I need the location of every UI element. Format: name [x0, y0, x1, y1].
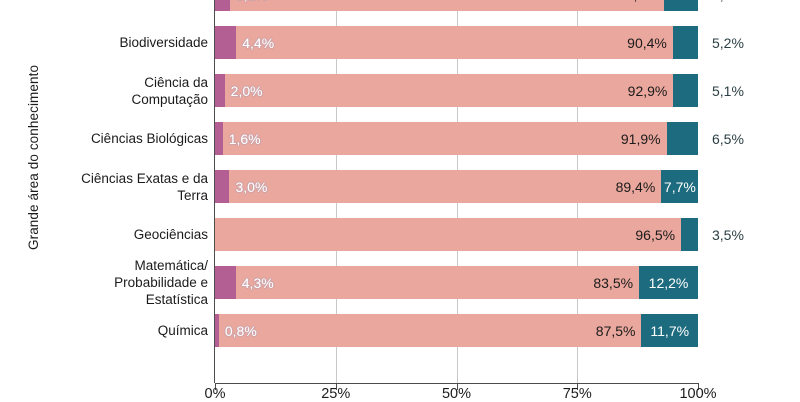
x-axis-tick-mark [698, 384, 699, 390]
segment-c-value-label: 5,1% [712, 82, 744, 99]
segment-c-value-label: 12,2% [648, 274, 689, 291]
segment-a-value-label: 3,0% [235, 178, 268, 195]
y-axis-tick-label-line: Probabilidade e [114, 275, 208, 290]
x-axis-tick-label: 25% [321, 386, 351, 402]
y-axis-tick-label: Química [43, 314, 208, 347]
bar-row: 4,4% 90,4% 5,2% [215, 26, 744, 59]
segment-a-value-label: 3,1% [236, 0, 268, 2]
x-axis-tick-label: 50% [441, 386, 472, 402]
y-axis-tick-label-line: Astronomia/ Física [96, 0, 208, 3]
bar-segment-a[interactable] [215, 122, 223, 155]
bar-segment-a[interactable] [215, 0, 230, 11]
segment-a-value-label: 0,8% [224, 322, 257, 339]
bar-segment-a[interactable] [215, 26, 237, 59]
bar-segment-c[interactable]: 7,7% [661, 170, 699, 203]
y-axis-title-text: Grande área do conhecimento [25, 64, 41, 250]
x-axis-tick-mark [335, 384, 337, 390]
y-axis-tick-label-line: Computação [131, 91, 208, 107]
bar-stack[interactable]: 96,5% [215, 218, 698, 251]
y-axis-tick-label-line: Matemática/ [134, 258, 208, 273]
y-axis-tick-label: Ciências Biológicas [43, 122, 208, 155]
y-axis-tick-label-line: Geociências [133, 227, 208, 242]
segment-b-value-label: 87,5% [595, 322, 636, 339]
bar-segment-a[interactable] [215, 170, 230, 203]
y-axis-tick-label-line: Química [157, 323, 208, 338]
segment-a-value-label: 1,6% [228, 130, 261, 147]
bar-stack[interactable]: 2,0% 92,9% [215, 74, 698, 107]
bar-segment-c[interactable] [666, 122, 698, 155]
segment-a-value-label: 2,0% [230, 82, 263, 99]
bar-row: 3,1% 89,8% 7,1% [215, 0, 744, 11]
bar-row: 0,8% 87,5% 11,7% [215, 314, 698, 347]
bar-segment-b[interactable]: 4,4% 90,4% [236, 26, 673, 59]
segment-c-value-label: 5,2% [712, 34, 744, 51]
bar-stack[interactable]: 1,6% 91,9% [215, 122, 698, 155]
y-axis-tick-label: Ciência da Computação [43, 74, 208, 107]
y-axis-tick-label: Geociências [43, 218, 208, 251]
y-axis-tick-label-line: Estatística [145, 292, 208, 307]
y-axis-tick-label-line: Ciências Biológicas [90, 131, 208, 146]
segment-b-value-label: 92,9% [627, 82, 668, 99]
bar-segment-b[interactable]: 3,0% 89,4% [229, 170, 662, 203]
bar-segment-c[interactable] [673, 74, 698, 107]
bar-segment-b[interactable]: 1,6% 91,9% [222, 122, 667, 155]
segment-b-value-label: 90,4% [627, 34, 667, 51]
segment-c-value-label: 11,7% [650, 322, 690, 339]
bar-row: 3,0% 89,4% 7,7% [215, 170, 699, 203]
bar-segment-b[interactable]: 2,0% 92,9% [224, 74, 674, 107]
bar-segment-b[interactable]: 4,3% 83,5% [235, 266, 640, 299]
segment-a-value-label: 4,4% [242, 34, 275, 51]
y-axis-tick-labels: Astronomia/ Física Biodiversidade Ciência … [40, 0, 208, 384]
bar-row: 1,6% 91,9% 6,5% [215, 122, 744, 155]
x-axis-tick-mark [577, 384, 579, 390]
x-axis-tick-label: 75% [562, 386, 592, 402]
segment-b-value-label: 91,9% [620, 130, 661, 147]
bar-segment-c[interactable]: 11,7% [641, 314, 698, 347]
y-axis-tick-label: Matemática/Probabilidade e Estatística [43, 258, 208, 307]
bar-stack[interactable]: 3,1% 89,8% [215, 0, 698, 11]
bar-segment-c[interactable] [663, 0, 698, 11]
bar-segment-a[interactable] [215, 74, 225, 107]
y-axis-tick-label: Ciências Exatas e da Terra [43, 170, 208, 203]
bar-stack[interactable]: 0,8% 87,5% 11,7% [215, 314, 698, 347]
bar-segment-a[interactable] [215, 266, 236, 299]
bar-row: 96,5% 3,5% [215, 218, 744, 251]
y-axis-tick-label-line: Ciências Exatas e da [81, 170, 208, 186]
segment-b-value-label: 83,5% [593, 274, 634, 291]
bar-segment-c[interactable] [681, 218, 698, 251]
segment-b-value-label: 89,4% [615, 178, 656, 195]
segment-c-value-label: 7,1% [712, 0, 744, 2]
segment-c-value-label: 3,5% [712, 226, 744, 243]
x-axis-tick-label: 0% [204, 386, 226, 402]
y-axis-tick-label: Biodiversidade [43, 26, 208, 59]
y-axis-tick-label-line: Ciência da [144, 74, 208, 90]
segment-b-value-label: 96,5% [635, 226, 676, 243]
x-axis-line [215, 383, 699, 384]
bar-row: 2,0% 92,9% 5,1% [215, 74, 744, 107]
bar-segment-c[interactable]: 12,2% [639, 266, 698, 299]
bar-segment-a[interactable] [215, 314, 219, 347]
bar-segment-b[interactable]: 96,5% [215, 218, 682, 251]
bar-segment-b[interactable]: 3,1% 89,8% [229, 0, 664, 11]
segment-b-value-label: 89,8% [618, 0, 658, 2]
plot-area: 3,1% 89,8% 7,1% 4,4% 90,4% 5,2% 2,0% 92,9% 5,1% 1… [215, 0, 744, 384]
bar-stack[interactable]: 4,3% 83,5% 12,2% [215, 266, 698, 299]
y-axis-tick-label: Astronomia/ Física [43, 0, 208, 11]
segment-c-value-label: 6,5% [712, 130, 744, 147]
bar-segment-c[interactable] [672, 26, 698, 59]
x-axis-tick-label: 100% [679, 386, 717, 402]
bar-stack[interactable]: 4,4% 90,4% [215, 26, 698, 59]
y-axis-tick-label-line: Terra [177, 187, 208, 203]
segment-c-value-label: 7,7% [663, 178, 696, 195]
y-axis-tick-label-line: Biodiversidade [119, 35, 208, 50]
bar-segment-b[interactable]: 0,8% 87,5% [218, 314, 642, 347]
y-axis-line [214, 0, 215, 383]
bar-row: 4,3% 83,5% 12,2% [215, 266, 698, 299]
bar-stack[interactable]: 3,0% 89,4% 7,7% [215, 170, 699, 203]
segment-a-value-label: 4,3% [241, 274, 274, 291]
x-axis-tick-mark [456, 384, 458, 390]
x-axis-tick-mark [215, 384, 216, 390]
